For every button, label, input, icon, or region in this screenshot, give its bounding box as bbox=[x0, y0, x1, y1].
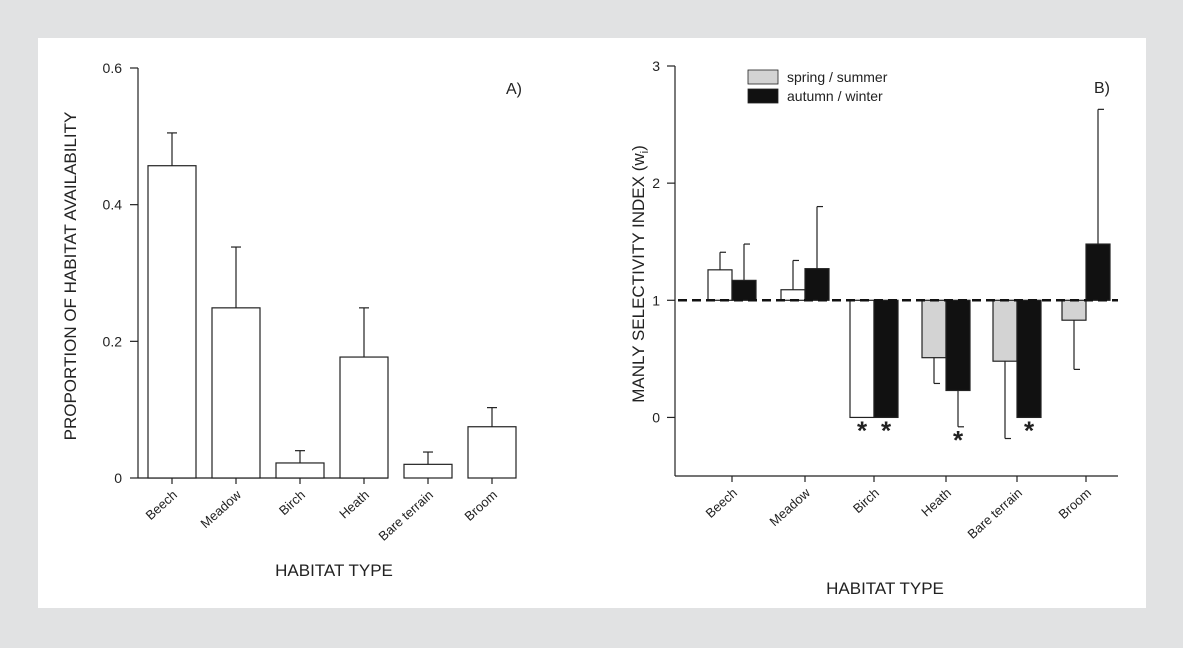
chart-b-y-axis-title-subscript: i bbox=[639, 151, 651, 153]
chart-b-bar-beech-spring-summer bbox=[707, 269, 733, 301]
chart-b: B) HABITAT TYPE MANLY SELECTIVITY INDEX … bbox=[629, 58, 1118, 598]
chart-b-bar-broom-spring-summer bbox=[1061, 299, 1087, 321]
chart-b-x-axis-title: HABITAT TYPE bbox=[826, 579, 944, 598]
chart-a-category-label-bare-terrain: Bare terrain bbox=[375, 487, 436, 544]
chart-b-bar-bare-terrain-spring-summer bbox=[992, 299, 1018, 362]
chart-a-category-label-broom: Broom bbox=[462, 487, 500, 524]
chart-a-category-label-meadow: Meadow bbox=[197, 487, 244, 531]
legend-swatch-spring-summer bbox=[747, 69, 779, 85]
chart-b-category-label-bare-terrain: Bare terrain bbox=[964, 485, 1025, 542]
chart-a-y-tick-label-0-4: 0.4 bbox=[103, 197, 123, 213]
chart-b-significance-marker-birch-autumn-winter: * bbox=[881, 415, 892, 445]
chart-b-category-label-birch: Birch bbox=[850, 485, 882, 516]
chart-b-category-label-beech: Beech bbox=[703, 485, 740, 521]
chart-b-bar-bare-terrain-autumn-winter bbox=[1016, 299, 1042, 419]
chart-b-category-label-heath: Heath bbox=[918, 485, 954, 519]
chart-b-y-axis-title-main: MANLY SELECTIVITY INDEX (w bbox=[629, 153, 648, 403]
chart-a-panel-label: A) bbox=[506, 81, 522, 98]
chart-b-bar-broom-autumn-winter bbox=[1085, 243, 1111, 301]
chart-b-category-label-broom: Broom bbox=[1056, 485, 1094, 522]
chart-b-bar-heath-autumn-winter bbox=[945, 299, 971, 392]
chart-b-panel-label: B) bbox=[1094, 80, 1110, 97]
chart-b-y-axis-title: MANLY SELECTIVITY INDEX (wi) bbox=[629, 145, 651, 403]
chart-a-bar-meadow bbox=[211, 307, 261, 479]
legend-label-spring-summer: spring / summer bbox=[787, 69, 888, 85]
chart-a-category-label-birch: Birch bbox=[276, 487, 308, 518]
chart-a-y-tick-label-0: 0 bbox=[114, 470, 122, 486]
chart-b-significance-marker-heath-autumn-winter: * bbox=[953, 425, 964, 455]
chart-b-bar-meadow-autumn-winter bbox=[804, 268, 830, 301]
chart-a-bar-broom bbox=[467, 426, 517, 479]
chart-b-bar-birch-autumn-winter bbox=[873, 299, 899, 419]
chart-b-bar-meadow-spring-summer bbox=[780, 289, 806, 301]
chart-b-y-axis-title-close: ) bbox=[629, 145, 648, 151]
chart-a-y-tick-label-0-2: 0.2 bbox=[103, 333, 123, 349]
chart-b-bar-beech-autumn-winter bbox=[731, 279, 757, 301]
chart-b-category-label-meadow: Meadow bbox=[766, 485, 813, 529]
chart-b-y-tick-label-3: 3 bbox=[652, 58, 660, 74]
chart-a-bar-birch bbox=[275, 462, 325, 479]
chart-a-bar-beech bbox=[147, 165, 197, 479]
chart-a-y-tick-label-0-6: 0.6 bbox=[103, 60, 123, 76]
chart-b-y-tick-label-2: 2 bbox=[652, 175, 660, 191]
figure-panel: A) HABITAT TYPE PROPORTION OF HABITAT AV… bbox=[38, 38, 1146, 608]
chart-a: A) HABITAT TYPE PROPORTION OF HABITAT AV… bbox=[61, 60, 522, 580]
chart-b-y-tick-label-1: 1 bbox=[652, 292, 660, 308]
chart-a-bar-heath bbox=[339, 356, 389, 479]
chart-b-significance-marker-birch-spring-summer: * bbox=[857, 415, 868, 445]
figure-svg: A) HABITAT TYPE PROPORTION OF HABITAT AV… bbox=[61, 58, 1118, 598]
chart-b-legend: spring / summer autumn / winter bbox=[747, 69, 888, 104]
chart-b-significance-marker-bare-terrain-autumn-winter: * bbox=[1024, 415, 1035, 445]
chart-a-category-label-beech: Beech bbox=[143, 487, 180, 523]
chart-a-y-axis-title: PROPORTION OF HABITAT AVAILABILITY bbox=[61, 112, 80, 441]
chart-a-bar-bare-terrain bbox=[403, 463, 453, 479]
legend-label-autumn-winter: autumn / winter bbox=[787, 88, 883, 104]
chart-a-category-label-heath: Heath bbox=[336, 487, 372, 521]
chart-b-bar-birch-spring-summer bbox=[849, 299, 875, 419]
chart-a-x-axis-title: HABITAT TYPE bbox=[275, 561, 393, 580]
chart-b-y-tick-label-0: 0 bbox=[652, 409, 660, 425]
chart-b-bar-heath-spring-summer bbox=[921, 299, 947, 359]
legend-swatch-autumn-winter bbox=[747, 88, 779, 104]
